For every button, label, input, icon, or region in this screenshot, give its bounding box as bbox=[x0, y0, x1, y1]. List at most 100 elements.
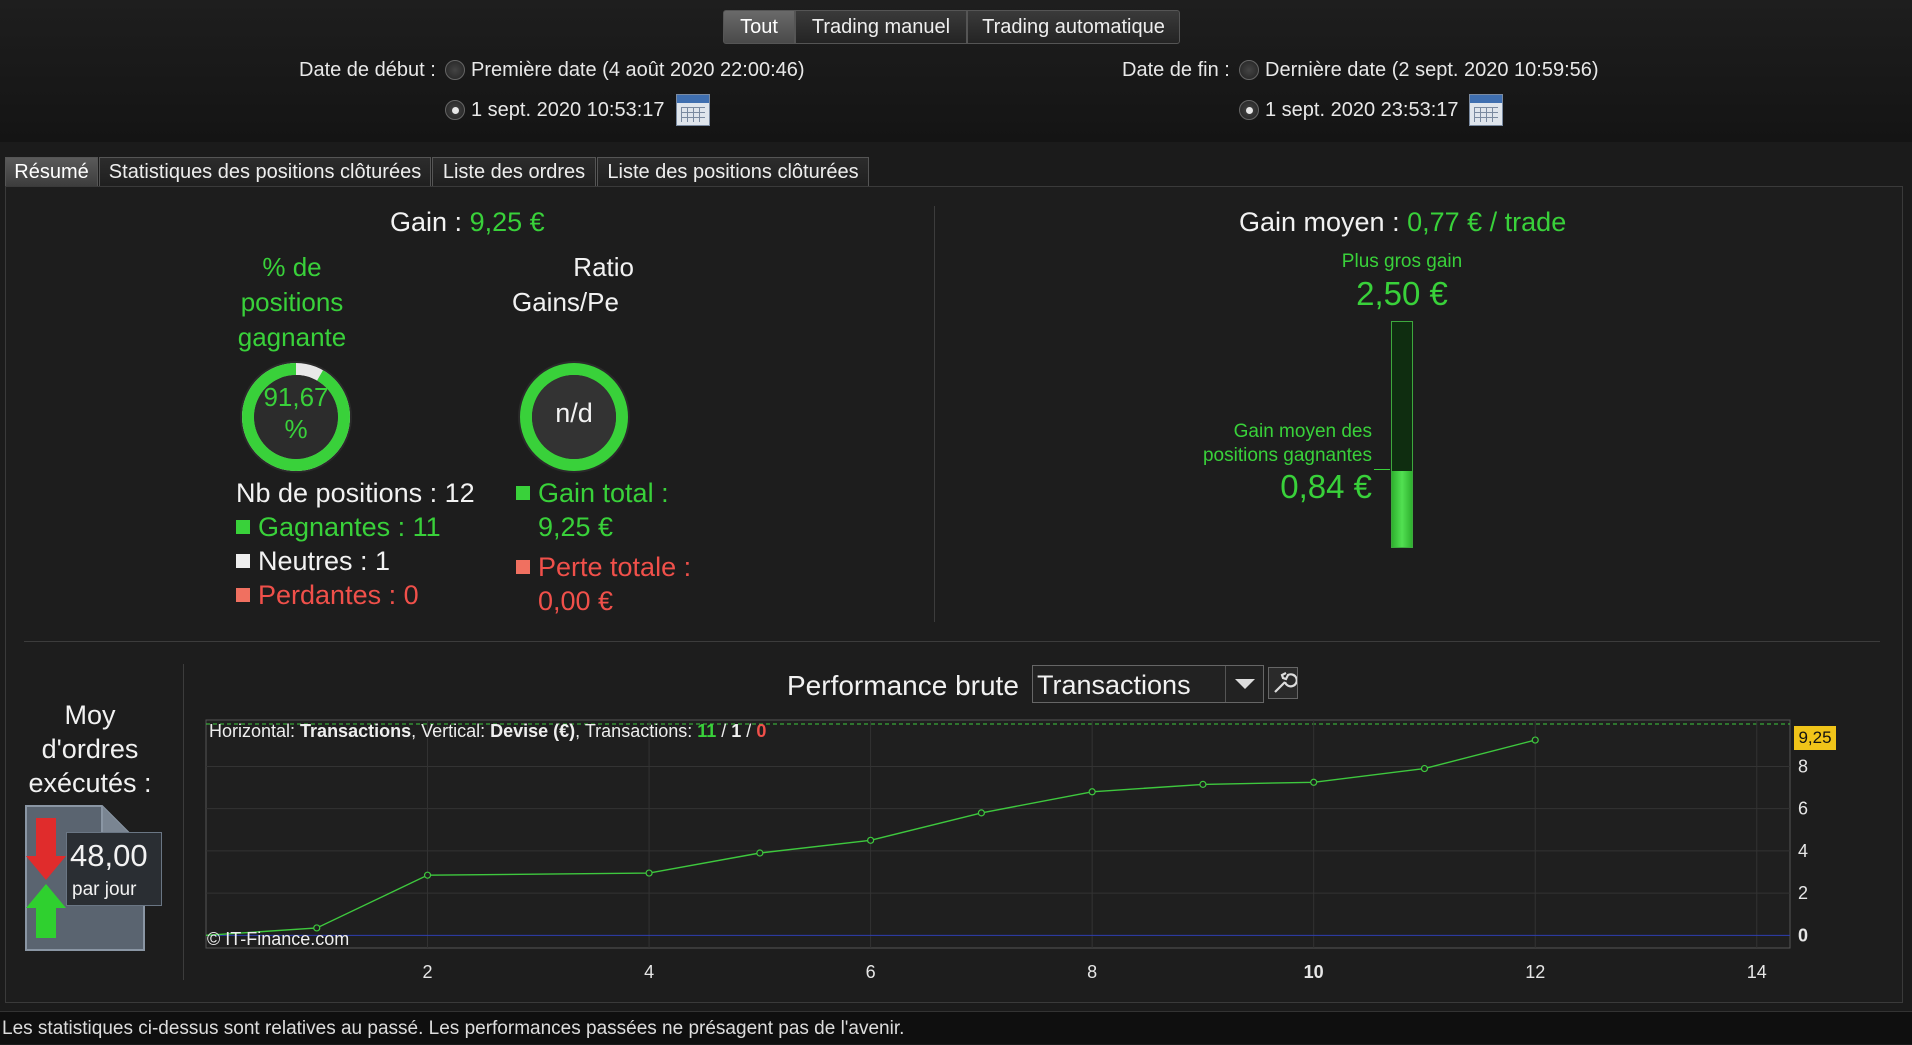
caption-horizontal-label: Horizontal: bbox=[209, 721, 301, 741]
total-gain-label: Gain total : bbox=[538, 478, 669, 508]
avg-orders-title-line: exécutés : bbox=[28, 768, 152, 798]
data-point bbox=[977, 809, 985, 817]
average-gain-label: Gain moyen : bbox=[1239, 207, 1400, 237]
x-tick-label: 2 bbox=[423, 962, 433, 982]
performance-title: Performance brute bbox=[787, 670, 1019, 701]
data-point bbox=[1420, 764, 1429, 773]
winning-count: Gagnantes : 11 bbox=[236, 512, 441, 543]
avg-winning-gain-label-line: positions gagnantes bbox=[1202, 445, 1372, 466]
y-tick-label: 6 bbox=[1798, 799, 1808, 819]
data-point bbox=[423, 871, 432, 879]
chart-settings-button[interactable] bbox=[1268, 667, 1298, 699]
start-calendar-icon[interactable] bbox=[676, 94, 710, 126]
caption-sep: / bbox=[741, 721, 757, 741]
orders-per-day-box bbox=[66, 832, 162, 906]
vertical-divider-bottom bbox=[183, 664, 184, 980]
current-value-badge: 9,25 bbox=[1794, 726, 1836, 750]
average-gain-value: 0,77 € / trade bbox=[1407, 207, 1567, 237]
data-point bbox=[867, 836, 875, 844]
avg-orders-title-line: d'ordres bbox=[41, 734, 139, 764]
performance-dropdown[interactable]: Transactions bbox=[1032, 665, 1264, 703]
winning-pct-title: % de positions gagnante bbox=[232, 250, 352, 354]
avg-winning-gain-value: 0,84 € bbox=[1280, 468, 1372, 505]
start-first-date-option[interactable]: Première date (4 août 2020 22:00:46) bbox=[471, 59, 805, 81]
caption-vertical-value: Devise (€) bbox=[490, 721, 576, 741]
data-point bbox=[1088, 788, 1096, 796]
start-date-label: Date de début : bbox=[299, 59, 436, 81]
avg-orders-title: Moy d'ordres exécutés : bbox=[10, 698, 170, 800]
data-point bbox=[313, 924, 321, 932]
avg-orders-title-line: Moy bbox=[64, 700, 116, 730]
caption-tx-win: 11 bbox=[697, 721, 717, 741]
green-square-icon bbox=[516, 485, 530, 500]
winning-pct-number: 91,67 bbox=[263, 382, 329, 412]
gain-label: Gain : bbox=[390, 207, 463, 237]
y-tick-label: 2 bbox=[1798, 883, 1808, 903]
tab-closed-positions-stats[interactable]: Statistiques des positions clôturées bbox=[99, 157, 431, 187]
filter-tab-manual[interactable]: Trading manuel bbox=[795, 10, 967, 44]
ratio-title-line: Gains/Pe bbox=[512, 287, 619, 317]
ratio-title: Ratio Gains/Pe bbox=[512, 250, 634, 320]
x-tick-label: 14 bbox=[1747, 962, 1767, 982]
performance-dropdown-value: Transactions bbox=[1037, 670, 1191, 700]
caption-transactions-label: , Transactions: bbox=[575, 721, 698, 741]
avg-winning-gain-label: Gain moyen des positions gagnantes bbox=[1130, 420, 1372, 468]
ratio-ring bbox=[518, 361, 630, 473]
gain-bar bbox=[1391, 321, 1413, 548]
tab-orders-list[interactable]: Liste des ordres bbox=[432, 157, 596, 187]
start-custom-date-radio[interactable] bbox=[445, 100, 465, 120]
dropdown-separator bbox=[1225, 666, 1226, 702]
x-tick-label: 10 bbox=[1304, 962, 1324, 982]
winning-pct-title-line: gagnante bbox=[237, 322, 347, 352]
data-point bbox=[756, 849, 764, 857]
chevron-down-icon bbox=[1235, 679, 1255, 689]
end-custom-date-radio[interactable] bbox=[1239, 100, 1259, 120]
end-last-date-radio[interactable] bbox=[1239, 60, 1259, 80]
y-tick-label: 4 bbox=[1798, 841, 1808, 861]
end-last-date-option[interactable]: Dernière date (2 sept. 2020 10:59:56) bbox=[1265, 59, 1599, 81]
gain-summary: Gain : 9,25 € bbox=[390, 207, 545, 238]
winning-pct-title-line: % de bbox=[262, 252, 322, 282]
caption-tx-neutral: 1 bbox=[731, 721, 742, 741]
data-point bbox=[1199, 780, 1207, 788]
biggest-gain-value: 2,50 € bbox=[1356, 275, 1448, 312]
performance-line bbox=[205, 739, 1536, 937]
neutral-count: Neutres : 1 bbox=[236, 546, 390, 577]
filter-tab-automatic[interactable]: Trading automatique bbox=[967, 10, 1180, 44]
end-custom-date-value[interactable]: 1 sept. 2020 23:53:17 bbox=[1265, 99, 1459, 121]
tab-closed-positions-list[interactable]: Liste des positions clôturées bbox=[597, 157, 869, 187]
x-tick-label: 8 bbox=[1087, 962, 1097, 982]
filter-tab-all[interactable]: Tout bbox=[723, 10, 795, 44]
tab-resume[interactable]: Résumé bbox=[5, 157, 98, 187]
losing-count-text: Perdantes : 0 bbox=[258, 580, 419, 610]
disclaimer-footer: Les statistiques ci-dessus sont relative… bbox=[0, 1011, 1912, 1044]
gain-value: 9,25 € bbox=[469, 207, 545, 237]
total-gain: Gain total : bbox=[516, 478, 669, 509]
x-tick-label: 4 bbox=[644, 962, 654, 982]
total-loss-label: Perte totale : bbox=[538, 552, 692, 582]
caption-horizontal-value: Transactions bbox=[300, 721, 412, 741]
ratio-value: n/d bbox=[555, 398, 593, 428]
winning-pct-ring bbox=[240, 361, 352, 473]
data-point bbox=[645, 869, 653, 877]
end-calendar-icon[interactable] bbox=[1469, 94, 1503, 126]
chart-caption: Horizontal: Transactions, Vertical: Devi… bbox=[209, 721, 766, 742]
total-gain-value: 9,25 € bbox=[538, 512, 614, 542]
y-tick-label: 0 bbox=[1798, 925, 1808, 945]
gain-bar-fill bbox=[1392, 471, 1412, 547]
neutral-count-text: Neutres : 1 bbox=[258, 546, 391, 576]
losing-count: Perdantes : 0 bbox=[236, 580, 419, 611]
ratio-title-line: Ratio bbox=[573, 252, 634, 282]
white-square-icon bbox=[236, 553, 250, 568]
data-point bbox=[1310, 778, 1318, 786]
wrench-icon bbox=[1274, 672, 1298, 693]
caption-vertical-label: , Vertical: bbox=[411, 721, 491, 741]
nb-positions: Nb de positions : 12 bbox=[236, 478, 475, 508]
horizontal-divider bbox=[24, 641, 1880, 642]
start-custom-date-value[interactable]: 1 sept. 2020 10:53:17 bbox=[471, 99, 665, 121]
biggest-gain-label: Plus gros gain bbox=[1341, 251, 1463, 272]
start-first-date-radio[interactable] bbox=[445, 60, 465, 80]
y-tick-label: 8 bbox=[1798, 756, 1808, 776]
caption-sep: / bbox=[716, 721, 732, 741]
